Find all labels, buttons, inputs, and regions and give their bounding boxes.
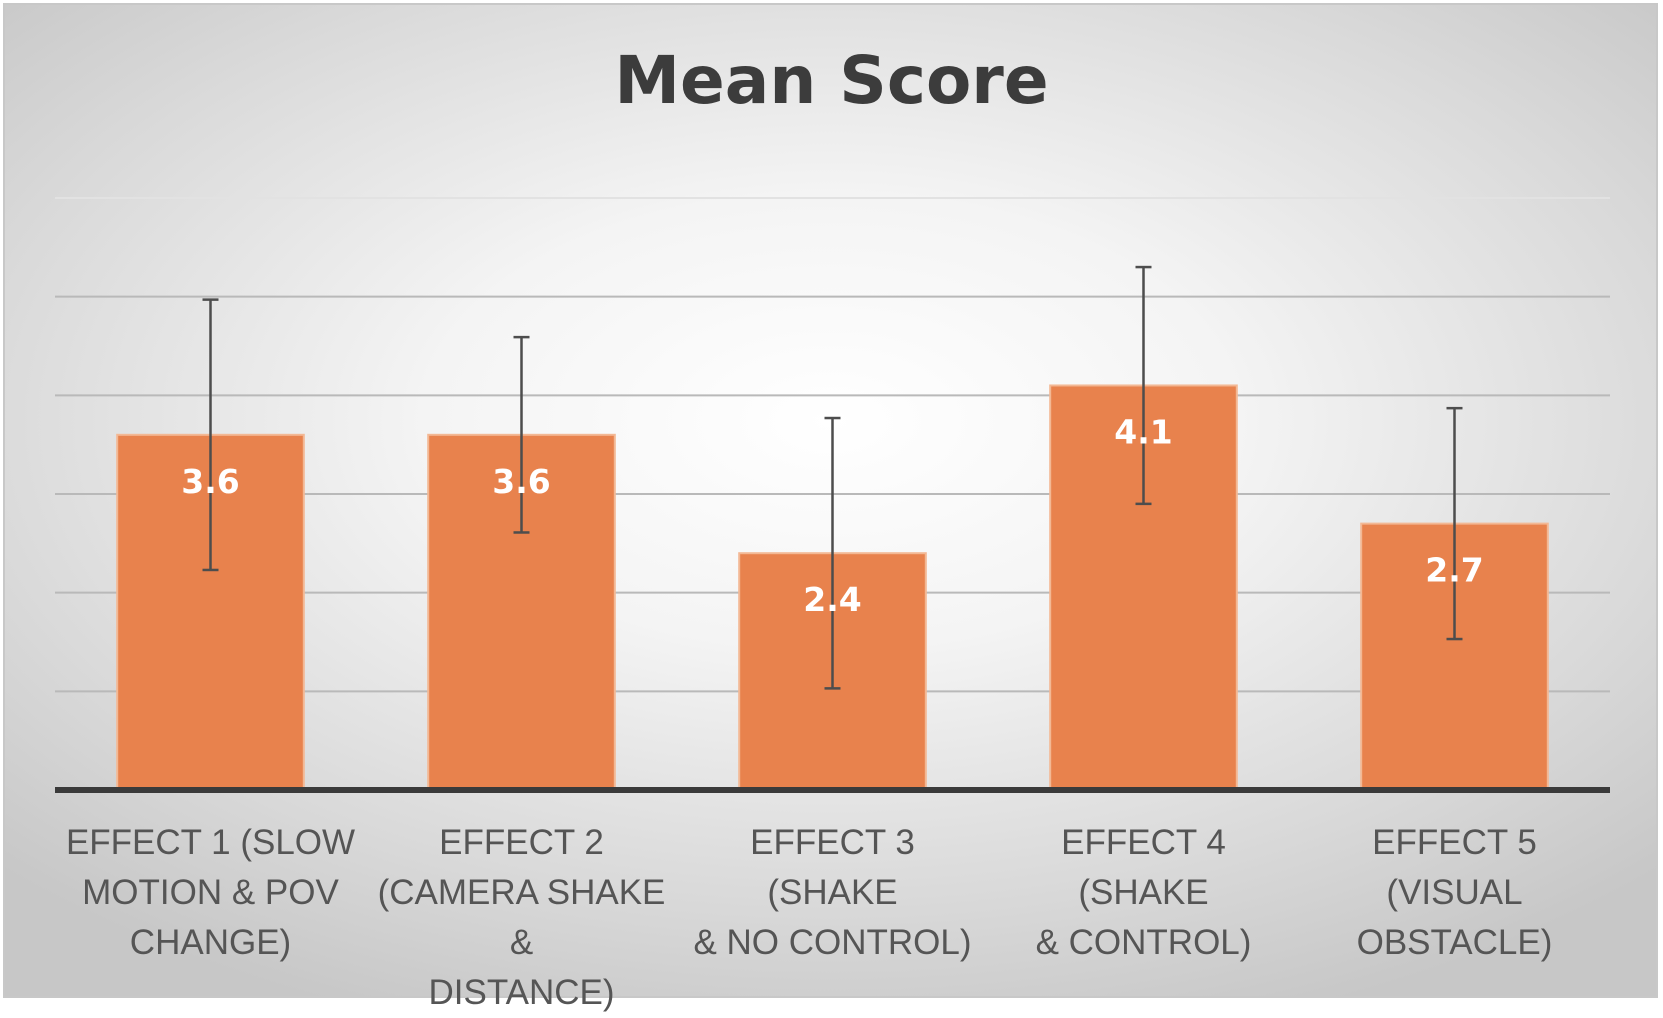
x-tick-label: EFFECT 5 (VISUAL OBSTACLE) (1305, 818, 1605, 968)
error-bars (202, 265, 1463, 690)
x-tick-label: EFFECT 2 (CAMERA SHAKE & DISTANCE) (372, 818, 672, 1018)
x-tick-label-line: MOTION & POV (82, 873, 339, 912)
data-label: 4.1 (1114, 412, 1172, 451)
data-label: 2.7 (1425, 551, 1483, 590)
x-tick-label-line: CHANGE) (129, 923, 292, 962)
x-tick-label-line: EFFECT 5 (VISUAL (1372, 823, 1537, 912)
chart-title: Mean Score (614, 42, 1049, 119)
error-bar (1135, 265, 1152, 506)
x-tick-label: EFFECT 4 (SHAKE & CONTROL) (994, 818, 1294, 968)
x-tick-label-line: EFFECT 1 (SLOW (65, 823, 356, 862)
x-tick-label-line: EFFECT 4 (SHAKE (1061, 823, 1226, 912)
data-label: 2.4 (803, 580, 861, 619)
data-label: 3.6 (181, 462, 239, 501)
x-tick-label-line: & CONTROL) (1035, 923, 1252, 962)
x-tick-label-line: DISTANCE) (428, 973, 615, 1012)
data-label: 3.6 (492, 462, 550, 501)
error-bar (202, 298, 219, 572)
data-labels: 3.6 3.6 2.4 4.1 2.7 (181, 412, 1483, 619)
x-tick-label-line: EFFECT 3 (SHAKE (750, 823, 915, 912)
x-tick-label: EFFECT 3 (SHAKE & NO CONTROL) (683, 818, 983, 968)
error-bar (824, 416, 841, 690)
x-tick-label-line: EFFECT 2 (439, 823, 604, 862)
bars (116, 384, 1549, 792)
error-bar (1446, 406, 1463, 641)
x-tick-label-line: OBSTACLE) (1356, 923, 1553, 962)
x-tick-label-line: & NO CONTROL) (693, 923, 972, 962)
x-tick-label: EFFECT 1 (SLOW MOTION & POV CHANGE) (61, 818, 361, 968)
error-bar (513, 335, 530, 534)
x-tick-label-line: (CAMERA SHAKE & (377, 873, 666, 962)
